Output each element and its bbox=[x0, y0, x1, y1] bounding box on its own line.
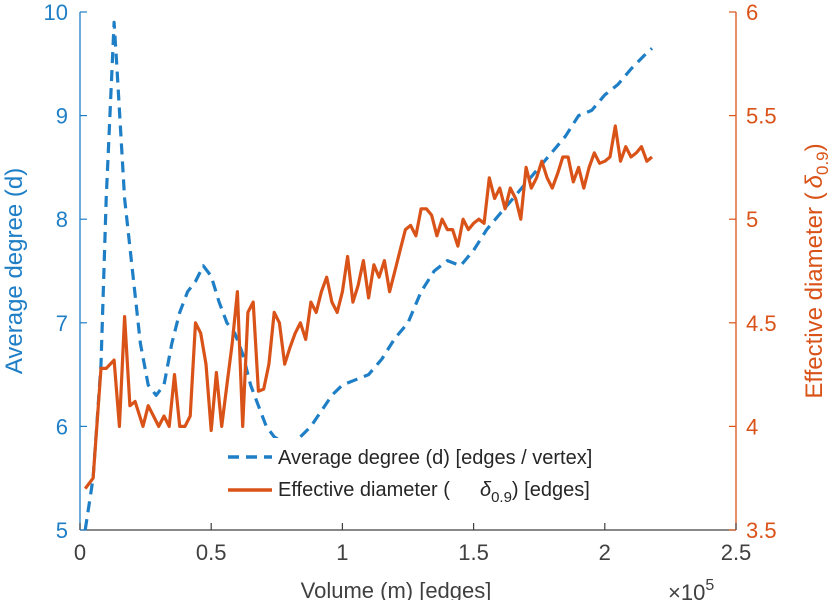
y-axis-label-right-suffix: ) bbox=[801, 143, 828, 151]
y-axis-label-right: Effective diameter ( δ0.9) bbox=[801, 143, 832, 398]
legend: Average degree (d) [edges / vertex] Effe… bbox=[222, 438, 668, 508]
legend-label-average-degree: Average degree (d) [edges / vertex] bbox=[278, 447, 592, 469]
x-tick-label: 2 bbox=[599, 540, 611, 565]
y-tick-label-left: 6 bbox=[56, 414, 68, 439]
y-axis-label-right-prefix: Effective diameter ( bbox=[801, 192, 828, 398]
y-tick-label-right: 5 bbox=[746, 207, 758, 232]
x-tick-label: 1.5 bbox=[458, 540, 489, 565]
y-tick-label-right: 5.5 bbox=[746, 104, 777, 129]
series-layer bbox=[83, 20, 654, 531]
tick-layer: 0 0.5 1 1.5 2 2.5 5 6 7 8 9 10 3.5 4 4.5 5 5.5 6 bbox=[44, 0, 777, 565]
series-line-effective-diameter bbox=[83, 124, 654, 490]
legend-label-effective-diameter: Effective diameter ( δ0.9) [edges] bbox=[278, 479, 590, 506]
legend-label-ed-symbol: δ bbox=[480, 479, 492, 501]
x-tick-label: 2.5 bbox=[721, 540, 752, 565]
x-axis-exponent: ×105 bbox=[668, 577, 714, 600]
axes bbox=[79, 12, 737, 531]
y-tick-label-left: 10 bbox=[44, 0, 68, 25]
legend-label-ed-sub: 0.9 bbox=[491, 489, 512, 506]
legend-label-ed-prefix: Effective diameter ( bbox=[278, 479, 450, 501]
y-tick-label-right: 6 bbox=[746, 0, 758, 25]
y-axis-label-left: Average degree (d) bbox=[1, 168, 28, 374]
legend-box bbox=[222, 438, 668, 508]
y-tick-label-right: 3.5 bbox=[746, 518, 777, 543]
x-axis-exponent-base: ×10 bbox=[668, 580, 705, 600]
y-tick-label-left: 5 bbox=[56, 518, 68, 543]
y-tick-label-right: 4.5 bbox=[746, 311, 777, 336]
y-tick-label-left: 8 bbox=[56, 207, 68, 232]
y-tick-label-right: 4 bbox=[746, 414, 758, 439]
x-tick-label: 1 bbox=[336, 540, 348, 565]
series-line-average-degree bbox=[83, 20, 654, 531]
x-axis-label: Volume (m) [edges] bbox=[301, 578, 492, 600]
y-axis-label-right-symbol: δ bbox=[801, 174, 828, 188]
y-tick-label-left: 7 bbox=[56, 311, 68, 336]
y-tick-label-left: 9 bbox=[56, 104, 68, 129]
x-axis-exponent-power: 5 bbox=[705, 577, 714, 594]
x-tick-label: 0 bbox=[74, 540, 86, 565]
legend-label-ed-suffix: ) [edges] bbox=[512, 479, 590, 501]
y-axis-label-right-sub: 0.9 bbox=[813, 151, 832, 175]
x-tick-label: 0.5 bbox=[196, 540, 227, 565]
